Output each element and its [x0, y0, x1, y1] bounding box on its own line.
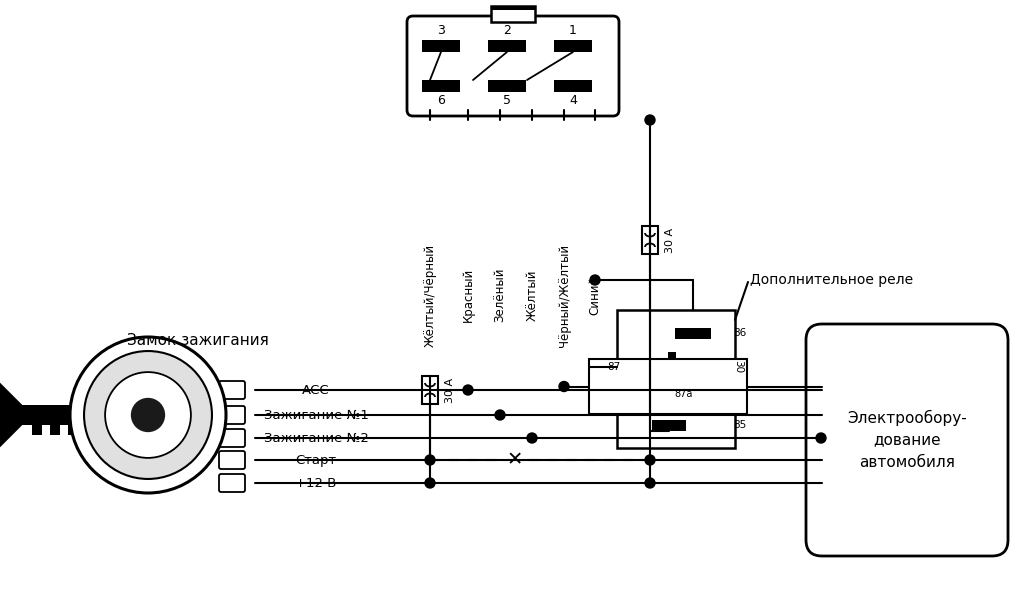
Bar [0, 381, 33, 449]
Circle shape [425, 455, 435, 465]
Bar [589, 359, 746, 414]
Text: дование: дование [873, 433, 941, 447]
Text: ✕: ✕ [507, 450, 523, 469]
Circle shape [590, 275, 600, 285]
Text: Старт: Старт [296, 453, 337, 466]
Text: 30 А: 30 А [665, 227, 675, 252]
Circle shape [645, 115, 655, 125]
Bar [642, 226, 658, 254]
Circle shape [425, 478, 435, 488]
Text: +12 В: +12 В [295, 477, 337, 490]
Circle shape [131, 398, 165, 432]
Bar [69, 425, 79, 435]
Bar [488, 80, 526, 92]
Circle shape [645, 455, 655, 465]
Bar [490, 6, 535, 10]
Bar [554, 40, 592, 52]
Text: Жёлтый/Чёрный: Жёлтый/Чёрный [424, 243, 436, 346]
FancyBboxPatch shape [219, 451, 245, 469]
Bar [617, 310, 735, 448]
Circle shape [84, 351, 212, 479]
Text: 2: 2 [503, 23, 511, 36]
Circle shape [495, 410, 505, 420]
Text: 4: 4 [569, 93, 577, 107]
Bar [490, 6, 535, 22]
Circle shape [559, 381, 569, 392]
Bar [33, 425, 42, 435]
Text: 87a: 87a [674, 389, 692, 399]
Text: 6: 6 [437, 93, 445, 107]
Bar [146, 392, 150, 419]
Circle shape [645, 478, 655, 488]
FancyBboxPatch shape [219, 381, 245, 399]
FancyBboxPatch shape [219, 474, 245, 492]
Text: Красный: Красный [462, 268, 474, 322]
Text: Синий: Синий [589, 275, 601, 315]
Bar [668, 352, 676, 388]
Bar [625, 362, 647, 373]
Bar [652, 420, 686, 431]
Text: АСС: АСС [302, 384, 330, 396]
Circle shape [70, 337, 226, 493]
Circle shape [463, 385, 473, 395]
Bar [50, 425, 60, 435]
Circle shape [816, 433, 826, 443]
Text: Дополнительное реле: Дополнительное реле [750, 273, 913, 287]
Text: 30 А: 30 А [445, 377, 455, 403]
Text: Зелёный: Зелёный [494, 268, 507, 322]
Bar [13, 405, 93, 425]
Text: автомобиля: автомобиля [859, 455, 955, 469]
Text: 85: 85 [733, 420, 746, 430]
Text: Электрообору-: Электрообору- [847, 410, 967, 426]
FancyBboxPatch shape [219, 406, 245, 424]
Text: 5: 5 [503, 93, 511, 107]
Bar [422, 376, 438, 404]
Bar [554, 80, 592, 92]
Bar [675, 328, 711, 339]
Bar [697, 362, 725, 373]
Circle shape [105, 372, 190, 458]
Bar [488, 40, 526, 52]
FancyBboxPatch shape [407, 16, 618, 116]
Text: Замок зажигания: Замок зажигания [127, 333, 269, 347]
Text: 3: 3 [437, 23, 445, 36]
Text: 86: 86 [733, 328, 746, 338]
Text: Жёлтый: Жёлтый [525, 270, 539, 321]
FancyBboxPatch shape [219, 429, 245, 447]
Text: Чёрный/Жёлтый: Чёрный/Жёлтый [557, 243, 570, 346]
Text: 30: 30 [733, 361, 743, 374]
Text: Зажигание №2: Зажигание №2 [263, 431, 369, 444]
Bar [422, 80, 460, 92]
FancyBboxPatch shape [806, 324, 1008, 556]
Text: Зажигание №1: Зажигание №1 [263, 409, 369, 421]
Text: 1: 1 [569, 23, 577, 36]
Text: 87: 87 [608, 362, 621, 372]
Bar [422, 40, 460, 52]
Circle shape [527, 433, 537, 443]
